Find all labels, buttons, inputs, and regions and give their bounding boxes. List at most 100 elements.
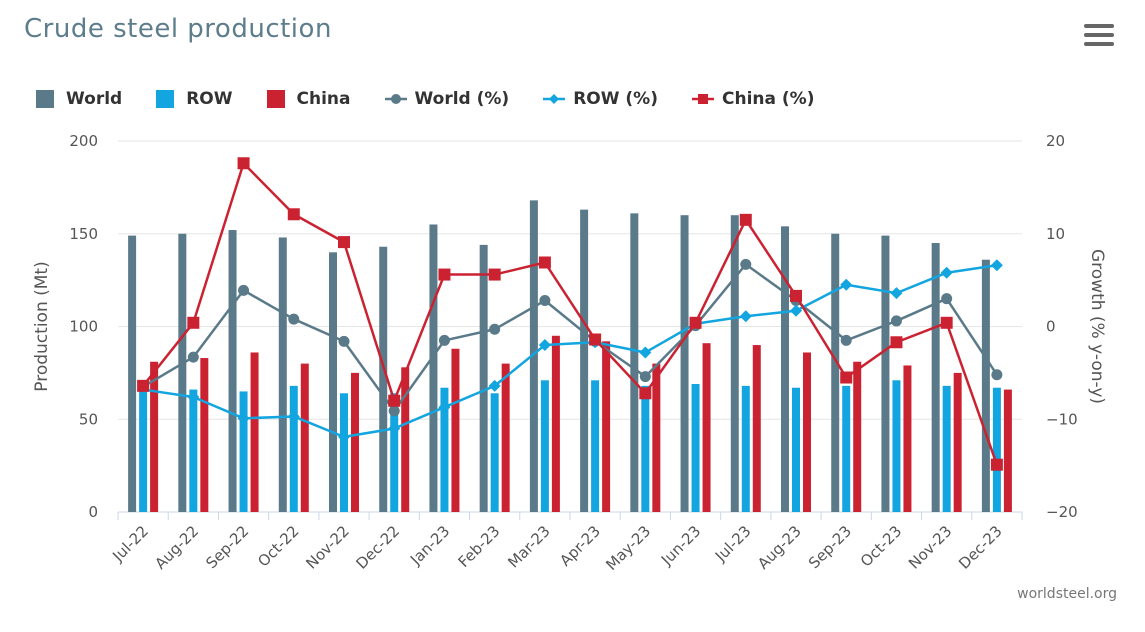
bar-world: [981, 259, 990, 512]
point-china-: [488, 268, 501, 281]
point-world-: [489, 323, 501, 335]
y-tick-label: 0: [88, 503, 98, 521]
x-tick-label: May-23: [602, 522, 654, 574]
y-axis-title: Production (Mt): [32, 261, 52, 391]
bar-world: [329, 252, 337, 513]
bar-world: [931, 243, 940, 512]
bar-world: [630, 213, 639, 512]
bar-china: [652, 363, 661, 512]
bar-china: [702, 343, 711, 512]
point-row-: [488, 379, 501, 392]
point-row-: [739, 310, 752, 323]
legend-marker-row-pct: [543, 94, 566, 104]
bar-row: [591, 380, 600, 512]
point-world-: [388, 405, 400, 417]
x-tick-label: Nov-22: [302, 522, 352, 572]
bar-row: [340, 393, 348, 512]
bar-row: [641, 385, 650, 512]
bar-world: [781, 226, 789, 512]
bar-row: [942, 385, 951, 512]
y2-axis-title: Growth (% y-on-y): [1087, 249, 1107, 404]
point-world-: [740, 258, 752, 270]
point-world-: [890, 315, 902, 327]
point-row-: [187, 390, 200, 403]
point-china-: [137, 379, 150, 392]
bar-china: [250, 352, 259, 512]
bar-row: [139, 385, 148, 512]
legend-swatch-china: [266, 90, 285, 108]
x-tick-label: Apr-23: [556, 522, 604, 570]
point-china-: [689, 316, 702, 329]
y2-tick-label: −10: [1046, 410, 1078, 428]
bar-row: [892, 380, 901, 512]
legend-marker-china-pct: [692, 94, 714, 104]
legend-marker-world-pct: [384, 94, 407, 104]
bar-world: [730, 215, 739, 512]
bar-china: [401, 367, 410, 512]
credit-link[interactable]: worldsteel.org: [1017, 586, 1117, 602]
legend: World ROW China World (%) ROW (%) China …: [36, 86, 848, 112]
x-tick-label: Jun-23: [657, 522, 704, 569]
x-tick-label: Aug-23: [754, 522, 805, 573]
hamburger-menu-icon[interactable]: [1084, 24, 1114, 50]
bar-row: [189, 389, 198, 512]
y2-tick-label: 20: [1046, 132, 1065, 150]
point-china-: [237, 157, 250, 170]
point-row-: [388, 422, 401, 435]
x-tick-label: Nov-23: [905, 522, 955, 572]
legend-label-china-pct: China (%): [722, 89, 815, 109]
point-world-: [438, 334, 450, 346]
bar-row: [992, 387, 1001, 512]
point-china-: [990, 458, 1003, 471]
x-tick-label: Oct-22: [254, 522, 302, 570]
bar-world: [379, 246, 388, 513]
point-china-: [287, 208, 300, 221]
point-world-: [840, 334, 852, 346]
legend-item-china[interactable]: China: [266, 89, 351, 109]
legend-item-row-pct[interactable]: ROW (%): [543, 89, 658, 109]
bar-china: [551, 335, 560, 512]
bar-row: [239, 391, 248, 512]
bar-china: [300, 363, 309, 512]
bar-row: [842, 385, 851, 512]
legend-item-world[interactable]: World: [36, 89, 122, 109]
bar-world: [831, 233, 840, 512]
point-world-: [639, 371, 651, 383]
point-row-: [438, 401, 451, 414]
point-row-: [990, 259, 1003, 272]
bar-row: [440, 387, 449, 512]
x-tick-label: Jul-23: [711, 522, 755, 566]
menu-bar-1: [1084, 24, 1114, 28]
bar-world: [429, 224, 438, 512]
bar-world: [529, 200, 538, 513]
legend-swatch-world: [36, 90, 54, 108]
x-tick-label: Mar-23: [504, 522, 553, 571]
bar-world: [178, 233, 187, 512]
point-world-: [187, 351, 199, 363]
bar-row: [540, 380, 549, 512]
point-row-: [940, 266, 953, 279]
y-tick-label: 100: [69, 318, 98, 336]
x-tick-label: Sep-22: [202, 522, 252, 572]
bar-china: [803, 352, 811, 512]
point-china-: [739, 213, 752, 226]
point-china-: [840, 371, 853, 384]
legend-label-row: ROW: [186, 89, 233, 109]
legend-item-row[interactable]: ROW: [156, 89, 233, 109]
point-row-: [338, 430, 350, 443]
bar-row: [289, 385, 298, 512]
point-world-: [238, 284, 250, 296]
bar-row: [490, 393, 499, 512]
legend-item-world-pct[interactable]: World (%): [384, 89, 510, 109]
menu-bar-3: [1084, 42, 1114, 46]
bar-row: [741, 385, 750, 512]
line-row-: [142, 264, 998, 439]
legend-item-china-pct[interactable]: China (%): [692, 89, 814, 109]
point-row-: [287, 410, 300, 423]
legend-label-world-pct: World (%): [414, 89, 510, 109]
bar-china: [200, 358, 209, 512]
point-china-: [388, 394, 401, 407]
line-china-: [142, 162, 999, 466]
point-row-: [639, 346, 652, 359]
